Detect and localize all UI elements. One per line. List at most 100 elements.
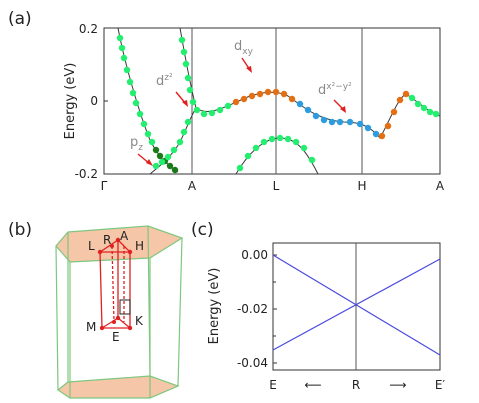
panel-a-xtick-gamma: Γ: [101, 179, 108, 193]
band-dot: [224, 102, 232, 110]
band-dot: [390, 108, 398, 116]
band-dot: [378, 132, 386, 140]
band-dot: [320, 116, 328, 124]
band-dot: [184, 74, 192, 82]
band-dot: [132, 99, 140, 107]
panel-c-ylabel: Energy (eV): [207, 268, 222, 345]
band-dot: [304, 106, 312, 114]
panel-b-label: (b): [8, 220, 32, 240]
band-dot: [296, 100, 304, 108]
band-dot: [284, 135, 292, 143]
band-dot: [186, 86, 194, 94]
bz-point-e: E: [112, 330, 120, 344]
svg-text:dx²−y²: dx²−y²: [318, 82, 352, 98]
svg-text:dz²: dz²: [156, 73, 173, 89]
band-dot: [126, 78, 134, 86]
band-dot: [384, 122, 392, 130]
band-dot: [252, 144, 260, 152]
band-dot: [276, 134, 284, 142]
band-dot: [402, 90, 410, 98]
band-dot: [200, 110, 208, 118]
svg-text:pz: pz: [130, 135, 143, 153]
band-dot: [308, 156, 316, 164]
svg-text:dxy: dxy: [234, 39, 254, 57]
band-dot: [336, 118, 344, 126]
panel-c-label: (c): [191, 220, 214, 240]
panel-c-axes: [272, 242, 441, 371]
band-dot: [356, 120, 364, 128]
bz-point-m: M: [86, 320, 96, 334]
band-dot: [116, 34, 124, 42]
band-dot: [420, 104, 428, 112]
panel-a-ylabel: Energy (eV): [63, 63, 78, 140]
band-dot: [166, 162, 174, 170]
band-dot: [193, 106, 201, 114]
panel-a-xtick-a: A: [188, 179, 197, 193]
bz-point-k: K: [135, 314, 144, 328]
band-dot: [180, 48, 188, 56]
band-dot: [292, 138, 300, 146]
band-dot: [264, 88, 272, 96]
band-dot: [312, 112, 320, 120]
band-dot: [244, 152, 252, 160]
panel-c-ytick-2: -0.04: [237, 356, 268, 370]
bz-point-l: L: [88, 239, 95, 253]
panel-c-arrow-left: ⟵: [304, 378, 321, 392]
panel-a-ytick-0: 0.2: [79, 22, 98, 36]
band-dot: [208, 109, 216, 117]
panel-c-xtick-eprime: E′: [435, 378, 446, 392]
panel-a-xtick-h: H: [357, 179, 366, 193]
band-dot: [120, 54, 128, 62]
panel-c-ytick-1: -0.02: [237, 302, 268, 316]
panel-a-axes: [103, 27, 441, 175]
band-dot: [328, 118, 336, 126]
panel-c-xtick-r: R: [352, 378, 360, 392]
panel-a-dots: [116, 34, 440, 174]
band-dot: [156, 152, 164, 160]
band-dot: [432, 110, 440, 118]
band-dot: [240, 95, 248, 103]
band-dot: [170, 146, 178, 154]
panel-a-label: (a): [8, 9, 32, 29]
bz-top-face: [55, 225, 184, 263]
panel-a-ytick-2: -0.2: [75, 167, 98, 181]
band-dot: [272, 88, 280, 96]
band-dot: [364, 124, 372, 132]
band-dot: [144, 130, 152, 138]
band-dot: [268, 135, 276, 143]
band-dot: [118, 44, 126, 52]
panel-c-xtick-e: E: [269, 378, 277, 392]
band-dot: [136, 110, 144, 118]
band-dot: [189, 98, 197, 106]
panel-c-arrow-right: ⟶: [389, 378, 406, 392]
panel-c-ytick-0: 0.00: [241, 248, 268, 262]
panel-a-annotation-dx2y2: dx²−y²: [318, 82, 352, 113]
bz-point-r: R: [103, 233, 111, 247]
band-dot: [232, 98, 240, 106]
band-dot: [236, 164, 244, 172]
band-dot: [176, 138, 184, 146]
panel-a-xtick-a2: A: [436, 179, 445, 193]
panel-a-ytick-1: 0: [90, 94, 98, 108]
band-dot: [178, 36, 186, 44]
band-dot: [182, 60, 190, 68]
panel-b-brillouin-zone: [55, 225, 184, 399]
band-dot: [396, 96, 404, 104]
panel-a-annotation-pz: pz: [130, 135, 153, 166]
panel-a-xtick-l: L: [273, 179, 280, 193]
band-dot: [216, 106, 224, 114]
band-dot: [300, 144, 308, 152]
panel-c-dirac-crossing: [272, 254, 441, 356]
band-dot: [148, 138, 156, 146]
band-dot: [184, 118, 192, 126]
band-dot: [280, 90, 288, 98]
band-dot: [260, 138, 268, 146]
band-dot: [180, 128, 188, 136]
band-dot: [372, 130, 380, 138]
band-dot: [346, 118, 354, 126]
band-dot: [140, 120, 148, 128]
band-dot: [152, 162, 160, 170]
band-dot: [164, 153, 172, 161]
panel-a-annotation-dxy: dxy: [234, 39, 254, 73]
band-dot: [152, 146, 160, 154]
